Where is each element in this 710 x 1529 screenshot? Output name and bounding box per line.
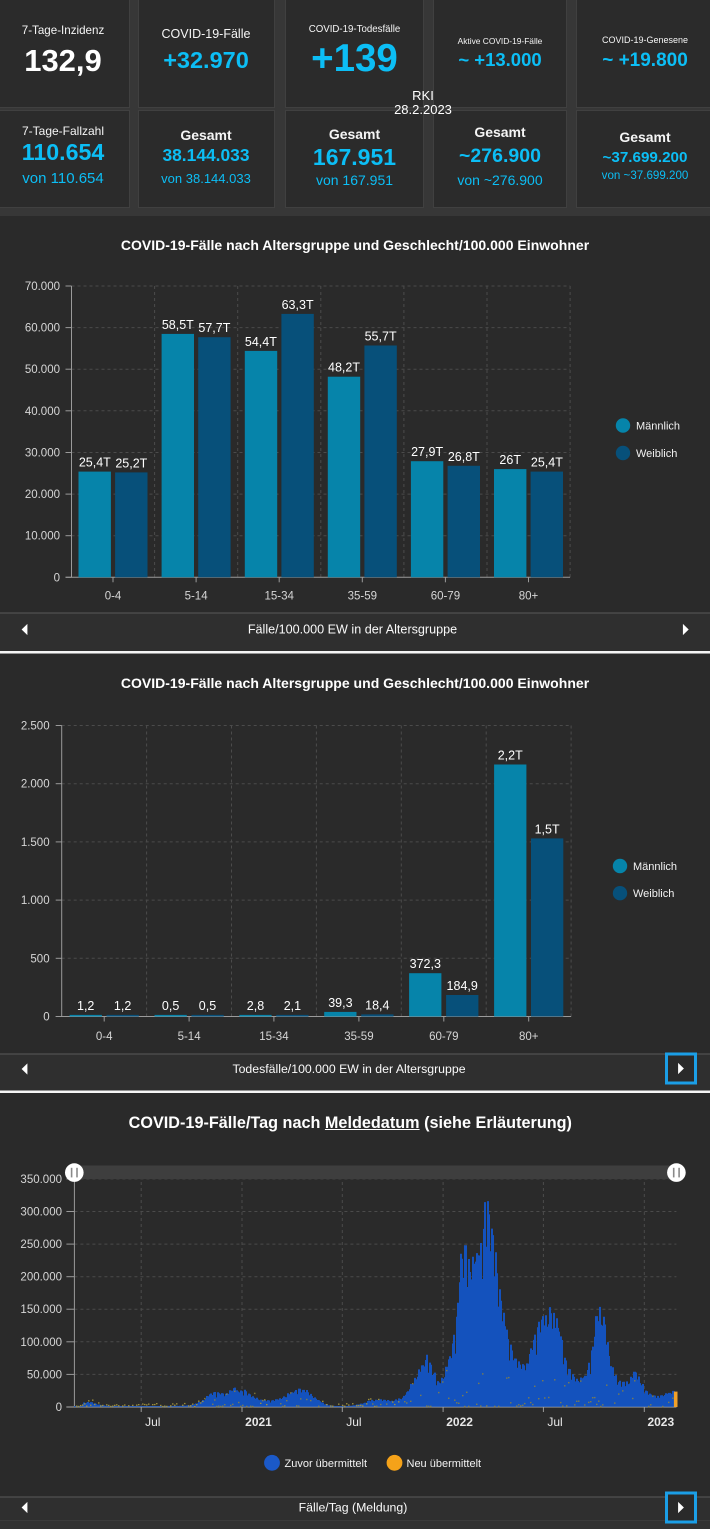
svg-text:150.000: 150.000 [20, 1304, 62, 1316]
svg-text:Weiblich: Weiblich [633, 888, 674, 900]
svg-text:372,3: 372,3 [410, 957, 441, 971]
svg-text:30.000: 30.000 [25, 448, 60, 460]
svg-text:Zuvor übermittelt: Zuvor übermittelt [285, 1458, 368, 1470]
svg-text:35-59: 35-59 [348, 591, 377, 603]
svg-text:0-4: 0-4 [96, 1031, 113, 1043]
svg-text:Weiblich: Weiblich [636, 448, 677, 460]
svg-text:Neu übermittelt: Neu übermittelt [407, 1458, 482, 1470]
svg-text:2023: 2023 [647, 1415, 674, 1429]
svg-text:300.000: 300.000 [20, 1207, 62, 1219]
svg-text:Todesfälle/100.000 EW in der A: Todesfälle/100.000 EW in der Altersgrupp… [232, 1062, 465, 1076]
svg-text:Männlich: Männlich [636, 421, 680, 433]
svg-text:25,2T: 25,2T [115, 456, 147, 470]
svg-text:50.000: 50.000 [25, 364, 60, 376]
svg-text:Fälle/100.000 EW in der Alters: Fälle/100.000 EW in der Altersgruppe [248, 623, 457, 637]
svg-text:1,2: 1,2 [77, 999, 94, 1013]
svg-text:5-14: 5-14 [178, 1031, 202, 1043]
svg-text:2.000: 2.000 [21, 779, 50, 791]
svg-text:58,5T: 58,5T [162, 318, 194, 332]
svg-text:54,4T: 54,4T [245, 335, 277, 349]
svg-text:Jul: Jul [145, 1415, 160, 1429]
svg-text:60-79: 60-79 [429, 1031, 458, 1043]
svg-text:0: 0 [56, 1402, 62, 1414]
svg-text:39,3: 39,3 [328, 996, 352, 1010]
svg-text:0-4: 0-4 [105, 591, 122, 603]
svg-text:Fälle/Tag (Meldung): Fälle/Tag (Meldung) [299, 1501, 408, 1515]
svg-text:2021: 2021 [245, 1415, 272, 1429]
svg-text:2.500: 2.500 [21, 721, 50, 733]
svg-text:1,2: 1,2 [114, 999, 131, 1013]
svg-text:100.000: 100.000 [20, 1337, 62, 1349]
svg-text:Jul: Jul [547, 1415, 562, 1429]
svg-text:2022: 2022 [446, 1415, 473, 1429]
svg-text:250.000: 250.000 [20, 1239, 62, 1251]
svg-text:1.000: 1.000 [21, 895, 50, 907]
svg-text:60.000: 60.000 [25, 323, 60, 335]
svg-text:70.000: 70.000 [25, 281, 60, 293]
svg-text:63,3T: 63,3T [282, 298, 314, 312]
svg-text:Männlich: Männlich [633, 861, 677, 873]
svg-text:26T: 26T [499, 453, 521, 467]
svg-text:0: 0 [54, 572, 60, 584]
svg-text:26,8T: 26,8T [448, 450, 480, 464]
svg-text:500: 500 [30, 953, 49, 965]
svg-text:1.500: 1.500 [21, 837, 50, 849]
svg-text:15-34: 15-34 [264, 591, 294, 603]
svg-text:10.000: 10.000 [25, 531, 60, 543]
svg-text:0: 0 [43, 1012, 49, 1024]
svg-text:2,2T: 2,2T [498, 749, 523, 763]
svg-text:1,5T: 1,5T [535, 822, 560, 836]
svg-text:2,8: 2,8 [247, 999, 264, 1013]
svg-text:18,4: 18,4 [365, 998, 389, 1012]
svg-text:15-34: 15-34 [259, 1031, 289, 1043]
svg-text:184,9: 184,9 [447, 979, 478, 993]
svg-text:20.000: 20.000 [25, 489, 60, 501]
svg-text:0,5: 0,5 [162, 999, 179, 1013]
svg-text:50.000: 50.000 [27, 1369, 62, 1381]
svg-text:80+: 80+ [519, 591, 539, 603]
svg-text:57,7T: 57,7T [198, 321, 230, 335]
svg-text:48,2T: 48,2T [328, 361, 360, 375]
svg-text:60-79: 60-79 [431, 591, 460, 603]
svg-text:200.000: 200.000 [20, 1272, 62, 1284]
svg-text:35-59: 35-59 [344, 1031, 373, 1043]
svg-text:350.000: 350.000 [20, 1174, 62, 1186]
svg-text:40.000: 40.000 [25, 406, 60, 418]
svg-text:25,4T: 25,4T [531, 456, 563, 470]
svg-text:2,1: 2,1 [284, 999, 301, 1013]
svg-text:80+: 80+ [519, 1031, 539, 1043]
svg-text:25,4T: 25,4T [79, 456, 111, 470]
svg-text:27,9T: 27,9T [411, 445, 443, 459]
svg-text:0,5: 0,5 [199, 999, 216, 1013]
svg-text:5-14: 5-14 [185, 591, 209, 603]
svg-text:55,7T: 55,7T [365, 330, 397, 344]
svg-text:Jul: Jul [346, 1415, 361, 1429]
